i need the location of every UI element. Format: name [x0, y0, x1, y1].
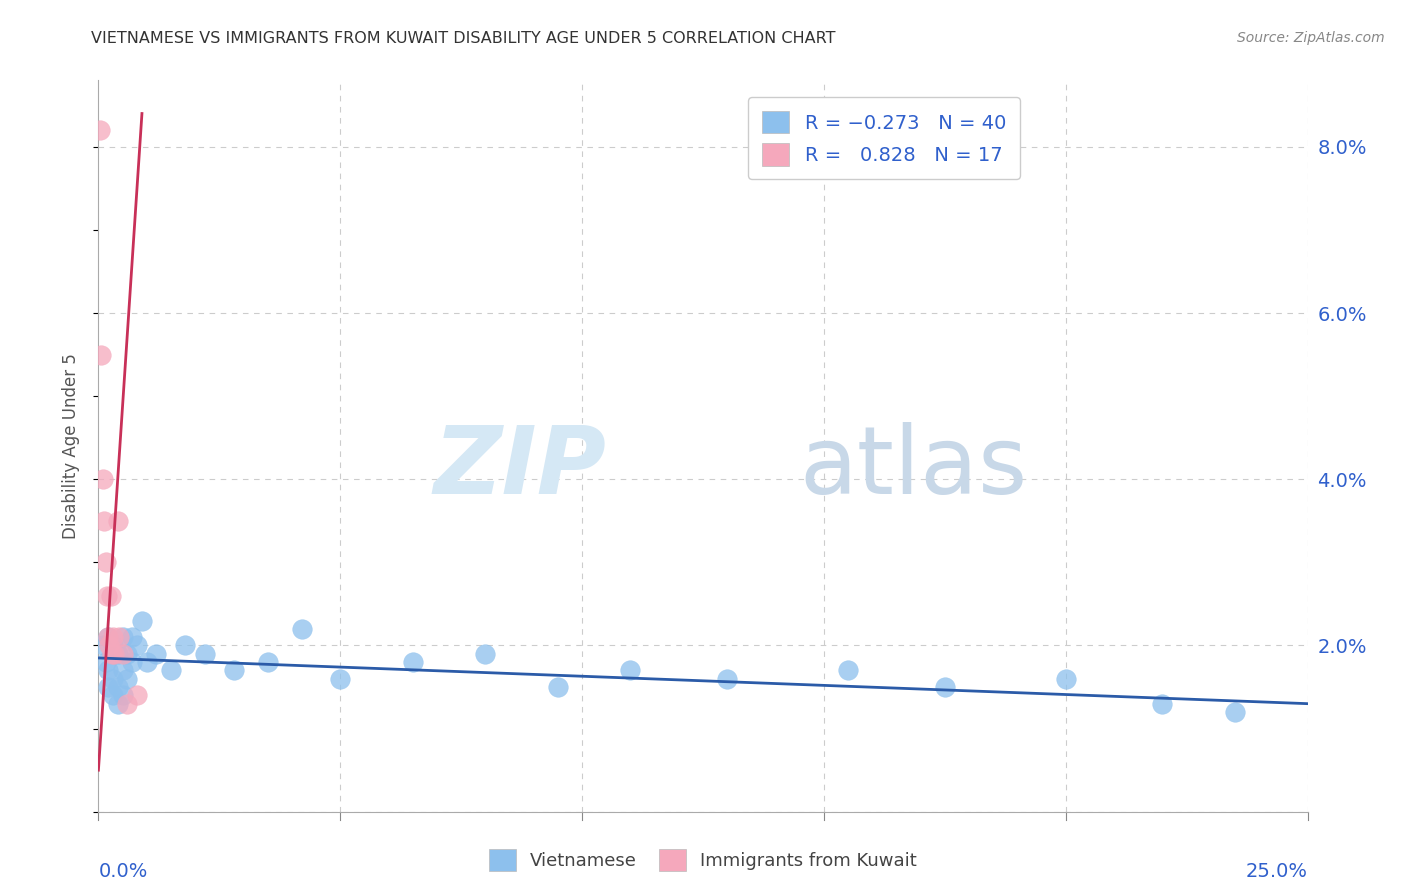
Point	[934, 680, 956, 694]
Point	[619, 664, 641, 678]
Point	[101, 647, 124, 661]
Text: 0.0%: 0.0%	[98, 862, 148, 880]
Point	[94, 555, 117, 569]
Point	[107, 630, 129, 644]
Point	[111, 689, 134, 703]
Point	[107, 680, 129, 694]
Y-axis label: Disability Age Under 5: Disability Age Under 5	[62, 353, 80, 539]
Point	[103, 647, 125, 661]
Point	[89, 123, 111, 137]
Point	[160, 664, 183, 678]
Point	[101, 647, 124, 661]
Point	[474, 647, 496, 661]
Point	[117, 672, 139, 686]
Point	[91, 472, 114, 486]
Point	[222, 664, 245, 678]
Point	[117, 697, 139, 711]
Point	[837, 664, 859, 678]
Point	[127, 689, 149, 703]
Text: Source: ZipAtlas.com: Source: ZipAtlas.com	[1237, 31, 1385, 45]
Point	[1223, 705, 1246, 719]
Point	[94, 655, 117, 669]
Point	[107, 697, 129, 711]
Point	[98, 639, 121, 653]
Point	[121, 630, 143, 644]
Point	[97, 630, 120, 644]
Point	[90, 347, 112, 362]
Point	[145, 647, 167, 661]
Point	[127, 639, 149, 653]
Point	[91, 639, 114, 653]
Text: ZIP: ZIP	[433, 422, 606, 514]
Point	[107, 514, 129, 528]
Point	[1152, 697, 1174, 711]
Point	[101, 689, 124, 703]
Point	[97, 680, 120, 694]
Point	[111, 664, 134, 678]
Legend: R = −0.273   N = 40, R =   0.828   N = 17: R = −0.273 N = 40, R = 0.828 N = 17	[748, 97, 1019, 179]
Point	[329, 672, 352, 686]
Point	[100, 589, 122, 603]
Point	[111, 647, 134, 661]
Text: atlas: atlas	[800, 422, 1028, 514]
Point	[402, 655, 425, 669]
Point	[121, 655, 143, 669]
Point	[101, 672, 124, 686]
Point	[101, 639, 124, 653]
Point	[93, 514, 115, 528]
Point	[1054, 672, 1077, 686]
Point	[290, 622, 312, 636]
Text: 25.0%: 25.0%	[1246, 862, 1308, 880]
Point	[135, 655, 157, 669]
Point	[96, 589, 118, 603]
Point	[256, 655, 278, 669]
Point	[131, 614, 153, 628]
Point	[174, 639, 197, 653]
Point	[547, 680, 569, 694]
Point	[194, 647, 217, 661]
Point	[117, 647, 139, 661]
Point	[107, 647, 129, 661]
Point	[101, 630, 124, 644]
Point	[716, 672, 738, 686]
Legend: Vietnamese, Immigrants from Kuwait: Vietnamese, Immigrants from Kuwait	[482, 842, 924, 879]
Text: VIETNAMESE VS IMMIGRANTS FROM KUWAIT DISABILITY AGE UNDER 5 CORRELATION CHART: VIETNAMESE VS IMMIGRANTS FROM KUWAIT DIS…	[91, 31, 837, 46]
Point	[97, 664, 120, 678]
Point	[111, 630, 134, 644]
Point	[97, 630, 120, 644]
